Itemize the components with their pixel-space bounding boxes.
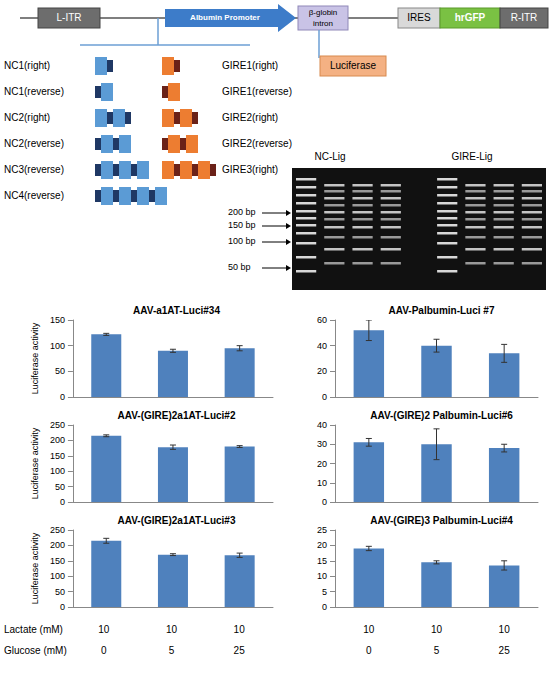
svg-text:250: 250 — [50, 420, 65, 430]
html-text:25: 25 — [498, 645, 510, 656]
svg-text:Luciferase activity: Luciferase activity — [30, 532, 40, 604]
svg-text:Albumin Promoter: Albumin Promoter — [190, 13, 260, 22]
svg-text:NC1(reverse): NC1(reverse) — [4, 86, 64, 97]
html-text:0: 0 — [366, 645, 372, 656]
html-text:5: 5 — [168, 645, 175, 656]
svg-text:100 bp: 100 bp — [228, 236, 256, 246]
html-text:Lactate (mM): Lactate (mM) — [4, 624, 63, 635]
svg-text:20: 20 — [317, 459, 327, 469]
svg-text:25: 25 — [317, 525, 327, 535]
svg-text:GIRE-Lig: GIRE-Lig — [451, 151, 492, 162]
svg-text:100: 100 — [50, 571, 65, 581]
svg-text:0: 0 — [60, 392, 65, 402]
svg-text:150 bp: 150 bp — [228, 220, 256, 230]
html-text:10: 10 — [363, 624, 375, 635]
svg-text:Luciferase activity: Luciferase activity — [30, 427, 40, 499]
html-text:10: 10 — [498, 624, 510, 635]
svg-text:NC-Lig: NC-Lig — [314, 151, 345, 162]
html-text:10: 10 — [165, 624, 178, 635]
svg-text:β-globin: β-globin — [309, 8, 338, 17]
svg-text:150: 150 — [50, 451, 65, 461]
svg-text:0: 0 — [60, 602, 65, 612]
html-text:10: 10 — [233, 624, 245, 635]
svg-text:AAV-(GIRE)2 Palbumin-Luci#6: AAV-(GIRE)2 Palbumin-Luci#6 — [370, 410, 513, 421]
svg-text:10: 10 — [317, 478, 327, 488]
svg-text:NC3(reverse): NC3(reverse) — [4, 164, 64, 175]
html-text:10: 10 — [98, 624, 110, 635]
svg-text:hrGFP: hrGFP — [455, 12, 486, 23]
svg-text:200: 200 — [50, 540, 65, 550]
svg-text:Luciferase activity: Luciferase activity — [30, 322, 40, 394]
svg-text:15: 15 — [317, 556, 327, 566]
svg-text:30: 30 — [317, 439, 327, 449]
html-text:10: 10 — [430, 624, 443, 635]
svg-text:60: 60 — [317, 315, 327, 325]
svg-text:40: 40 — [317, 341, 327, 351]
svg-text:0: 0 — [322, 602, 327, 612]
svg-text:5: 5 — [322, 587, 327, 597]
svg-text:IRES: IRES — [407, 12, 431, 23]
svg-text:AAV-(GIRE)2a1AT-Luci#3: AAV-(GIRE)2a1AT-Luci#3 — [118, 515, 236, 526]
svg-text:40: 40 — [317, 420, 327, 430]
svg-text:NC4(reverse): NC4(reverse) — [4, 190, 64, 201]
svg-text:0: 0 — [322, 392, 327, 402]
svg-text:200: 200 — [50, 435, 65, 445]
svg-text:150: 150 — [50, 556, 65, 566]
svg-text:150: 150 — [50, 315, 65, 325]
svg-text:100: 100 — [50, 466, 65, 476]
svg-text:AAV-Palbumin-Luci #7: AAV-Palbumin-Luci #7 — [389, 305, 495, 316]
svg-text:0: 0 — [60, 497, 65, 507]
svg-text:AAV-(GIRE)3 Palbumin-Luci#4: AAV-(GIRE)3 Palbumin-Luci#4 — [370, 515, 513, 526]
svg-text:250: 250 — [50, 525, 65, 535]
svg-text:GIRE2(right): GIRE2(right) — [222, 112, 278, 123]
html-text:0: 0 — [101, 645, 107, 656]
svg-text:50: 50 — [55, 482, 65, 492]
svg-text:200 bp: 200 bp — [228, 207, 256, 217]
html-text:25: 25 — [233, 645, 245, 656]
svg-text:GIRE2(reverse): GIRE2(reverse) — [222, 138, 292, 149]
svg-text:Luciferase: Luciferase — [330, 60, 377, 71]
svg-text:NC2(reverse): NC2(reverse) — [4, 138, 64, 149]
svg-text:10: 10 — [317, 571, 327, 581]
html-text:Glucose (mM): Glucose (mM) — [4, 645, 67, 656]
html-text:5: 5 — [433, 645, 440, 656]
svg-text:intron: intron — [313, 19, 333, 28]
svg-text:0: 0 — [322, 497, 327, 507]
svg-text:GIRE3(right): GIRE3(right) — [222, 164, 278, 175]
svg-text:20: 20 — [317, 366, 327, 376]
svg-text:AAV-a1AT-Luci#34: AAV-a1AT-Luci#34 — [133, 305, 220, 316]
svg-text:20: 20 — [317, 540, 327, 550]
svg-text:100: 100 — [50, 341, 65, 351]
svg-text:50: 50 — [55, 587, 65, 597]
svg-text:GIRE1(right): GIRE1(right) — [222, 60, 278, 71]
svg-text:R-ITR: R-ITR — [511, 12, 538, 23]
svg-text:NC2(right): NC2(right) — [4, 112, 50, 123]
svg-text:L-ITR: L-ITR — [57, 12, 82, 23]
svg-text:AAV-(GIRE)2a1AT-Luci#2: AAV-(GIRE)2a1AT-Luci#2 — [118, 410, 236, 421]
svg-text:50 bp: 50 bp — [228, 262, 251, 272]
svg-text:NC1(right): NC1(right) — [4, 60, 50, 71]
svg-text:50: 50 — [55, 366, 65, 376]
svg-text:GIRE1(reverse): GIRE1(reverse) — [222, 86, 292, 97]
